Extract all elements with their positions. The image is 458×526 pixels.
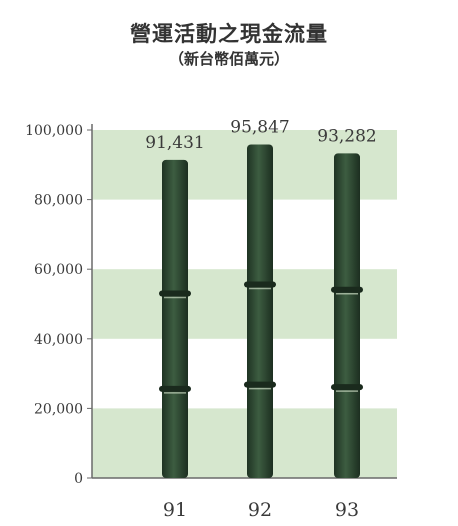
bar <box>162 159 188 478</box>
bar <box>247 144 273 478</box>
y-tick-label: 80,000 <box>34 193 83 209</box>
bamboo-node <box>159 290 191 297</box>
y-tick-label: 100,000 <box>25 123 83 139</box>
bar-92 <box>244 144 276 478</box>
bamboo-node <box>331 286 363 293</box>
x-tick-label: 92 <box>248 499 272 521</box>
bamboo-node <box>244 281 276 288</box>
data-label: 91,431 <box>145 133 204 153</box>
x-tick-label: 91 <box>163 499 187 521</box>
y-tick-label: 60,000 <box>34 262 83 278</box>
chart-subtitle: （新台幣佰萬元） <box>168 50 289 68</box>
bar-91 <box>159 159 191 478</box>
bamboo-node <box>244 381 276 388</box>
labels: 91,431 91 95,847 92 93,282 93 <box>145 117 376 521</box>
bar <box>334 153 360 478</box>
bamboo-node <box>159 385 191 392</box>
y-tick-label: 20,000 <box>34 401 83 417</box>
bars <box>159 144 363 478</box>
data-label: 95,847 <box>230 117 289 137</box>
y-tick-label: 40,000 <box>34 332 83 348</box>
bamboo-node <box>331 384 363 391</box>
y-tick-label: 0 <box>74 471 83 487</box>
bar-93 <box>331 153 363 478</box>
chart-title: 營運活動之現金流量 <box>130 21 328 46</box>
data-label: 93,282 <box>317 126 376 146</box>
x-tick-label: 93 <box>335 499 359 521</box>
axes: 0 20,000 40,000 60,000 80,000 100,000 <box>25 123 397 487</box>
